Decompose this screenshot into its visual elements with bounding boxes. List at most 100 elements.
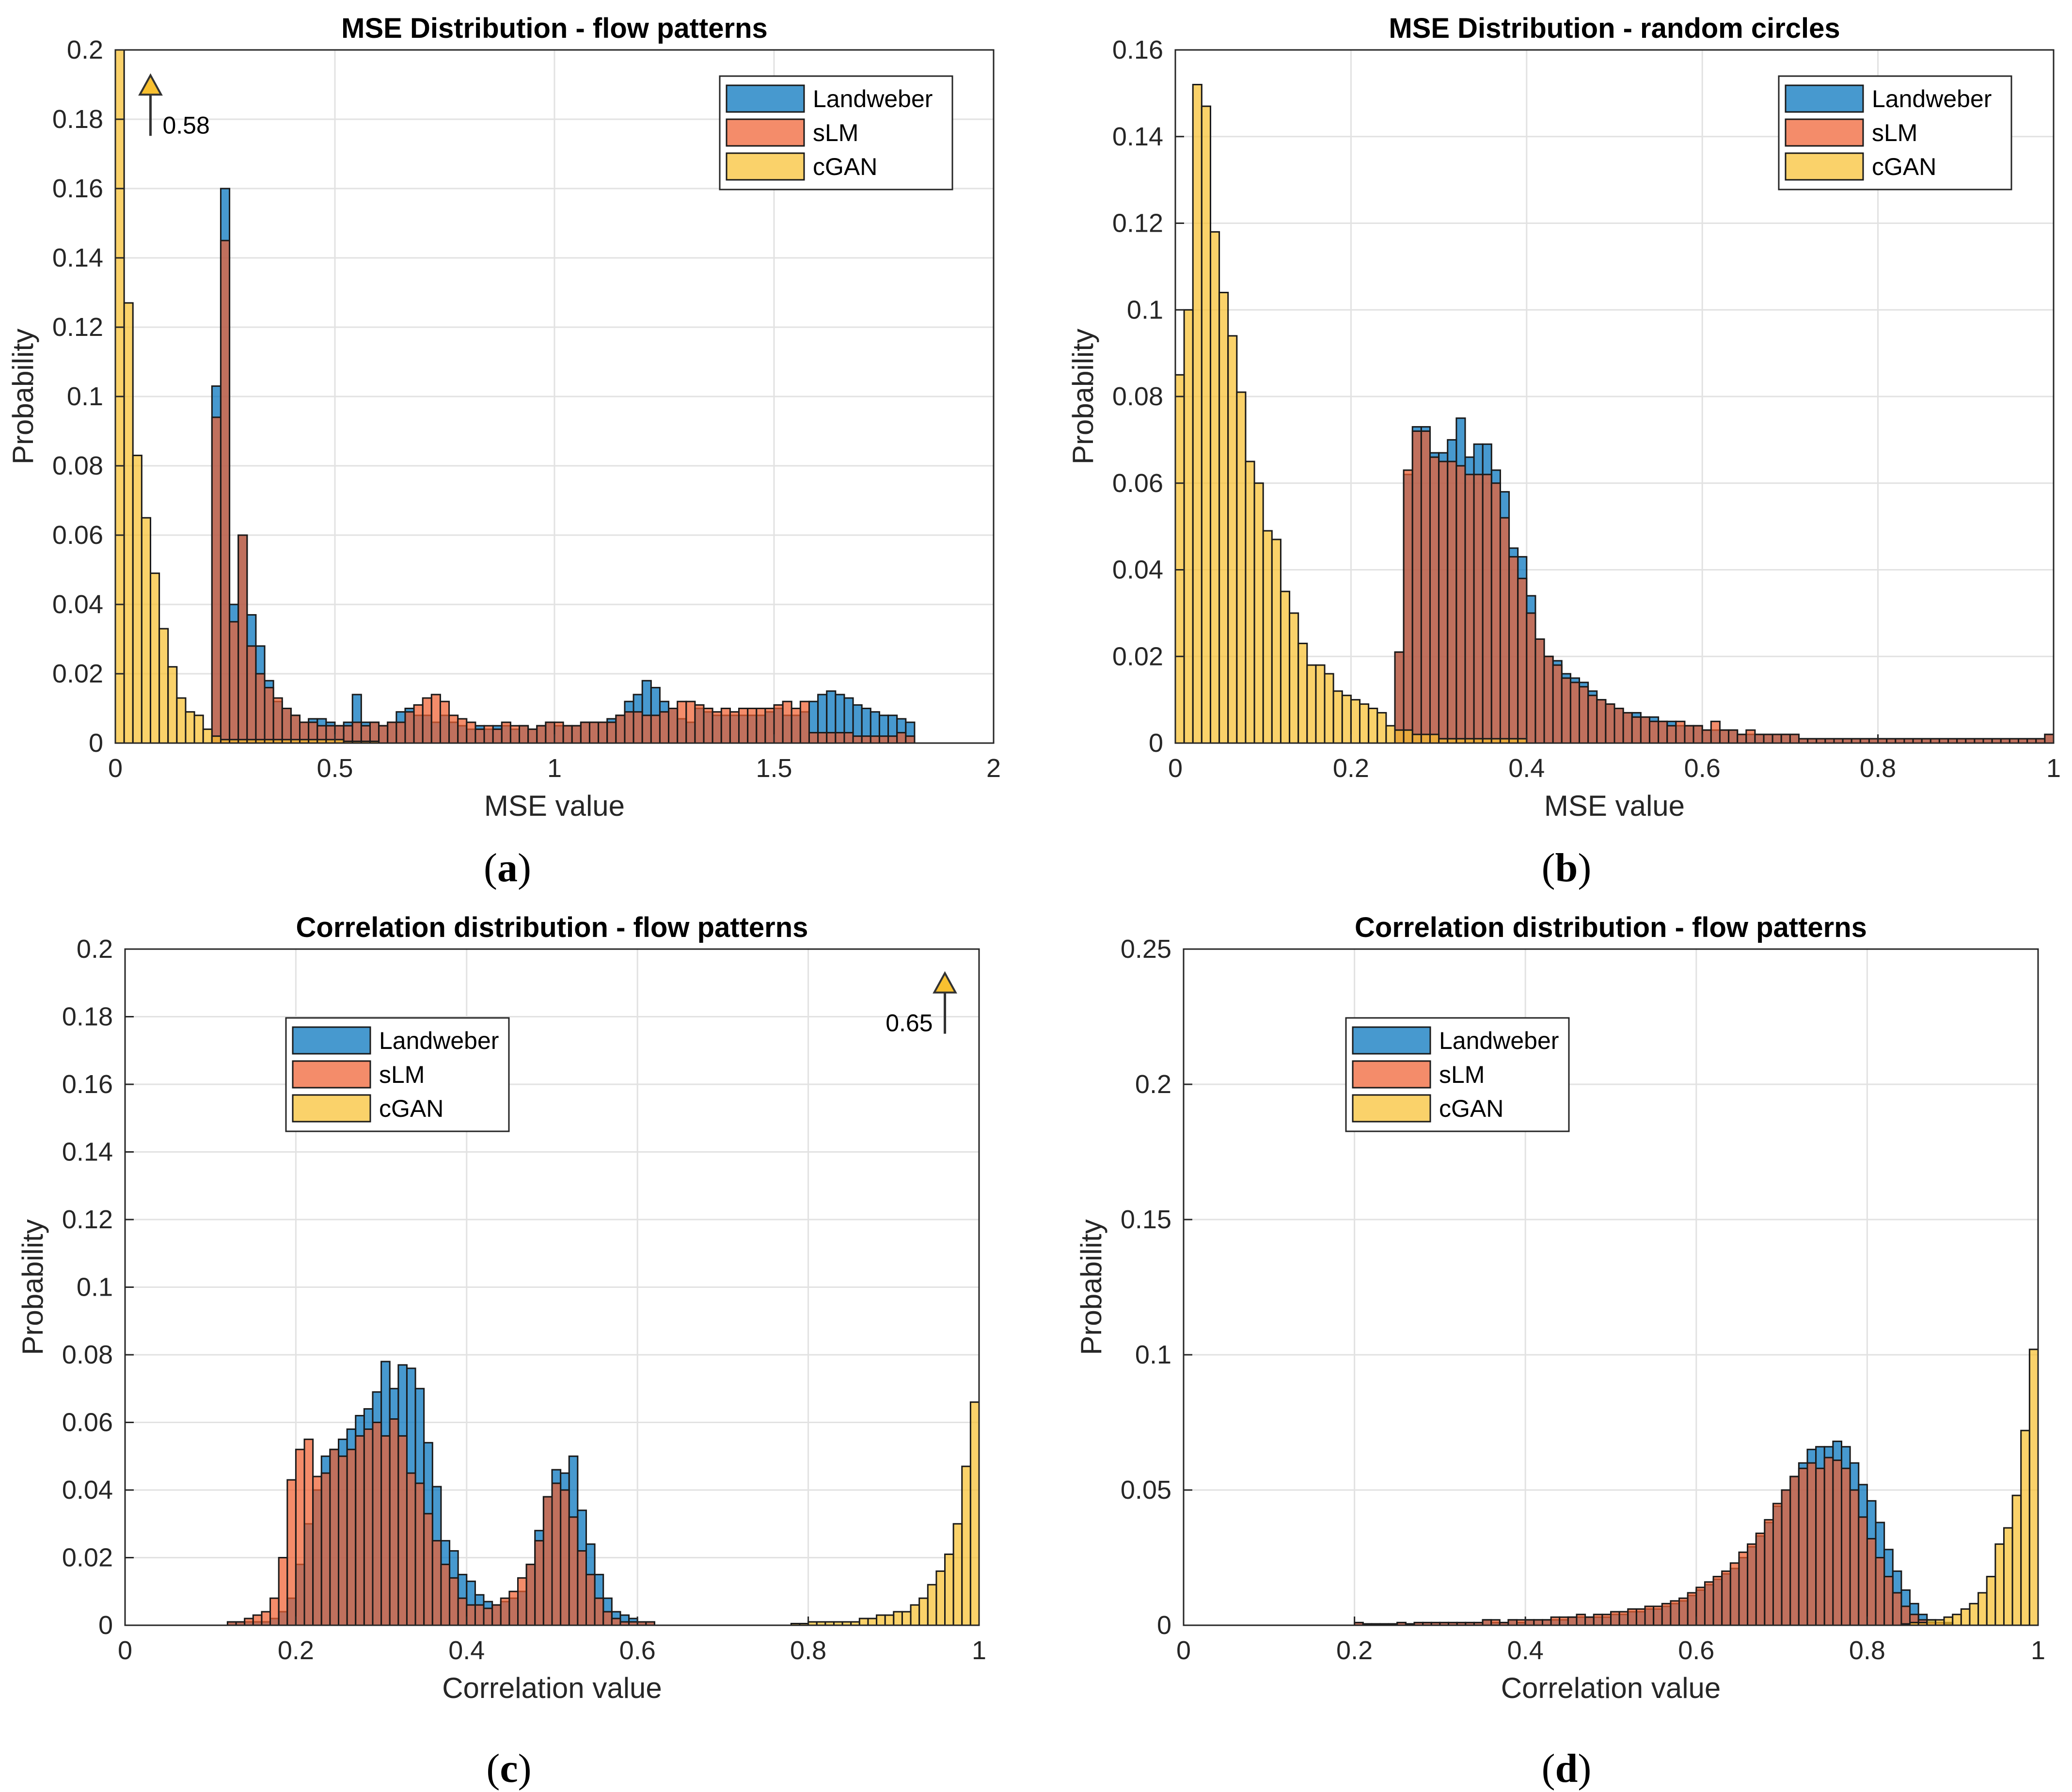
bar-slm [782, 700, 792, 744]
bar-slm [509, 725, 521, 744]
bar-slm [252, 1614, 263, 1626]
bar-slm [1640, 716, 1650, 744]
bar-cgan [935, 1570, 946, 1626]
bar-slm [406, 1472, 416, 1626]
y-tick-label: 0.2 [1135, 1070, 1171, 1099]
bar-slm [1622, 712, 1633, 744]
bar-cgan [1324, 673, 1334, 744]
x-tick-label: 0.6 [619, 1636, 656, 1665]
y-tick-label: 0.08 [62, 1340, 113, 1369]
annotation: 0.58 [138, 73, 210, 139]
bar-slm [295, 1448, 305, 1626]
bar-cgan [961, 1465, 971, 1626]
bar-cgan [193, 714, 204, 744]
y-tick-label: 0.2 [67, 35, 103, 64]
y-tick-label: 0.04 [62, 1475, 113, 1505]
bar-cgan [132, 455, 142, 744]
x-tick-label: 0 [1168, 754, 1183, 783]
bar-slm [1892, 1592, 1902, 1626]
bar-slm [712, 711, 722, 744]
bar-slm [896, 732, 907, 744]
bar-cgan [1341, 695, 1352, 744]
bar-cgan [1359, 703, 1370, 744]
legend-swatch-slm [292, 1060, 371, 1089]
bar-slm [1754, 733, 1765, 744]
bar-cgan [211, 735, 221, 744]
bar-slm [1687, 1592, 1697, 1626]
bar-cgan [901, 1611, 912, 1626]
bar-slm [1661, 1602, 1672, 1626]
bar-slm [1763, 733, 1773, 744]
bar-slm [1666, 725, 1677, 744]
bar-slm [278, 1557, 288, 1626]
bar-cgan [1385, 725, 1396, 744]
bar-slm [624, 711, 634, 744]
bar-slm [536, 725, 547, 744]
bar-slm [852, 735, 863, 744]
bar-slm [1524, 1619, 1535, 1626]
panel-label-d: (d) [1541, 1746, 1592, 1791]
bar-slm [1593, 1614, 1603, 1626]
bar-slm [1695, 1586, 1706, 1626]
bar-slm [527, 728, 538, 744]
bar-slm [791, 708, 801, 744]
y-tick-label: 0.18 [62, 1002, 113, 1031]
bar-cgan [1952, 1614, 1962, 1626]
axes-box [1183, 948, 2039, 1626]
legend-swatch-cgan [292, 1094, 371, 1123]
bar-slm [1684, 725, 1694, 744]
bar-slm [220, 239, 231, 744]
chart-title: MSE Distribution - flow patterns [341, 13, 768, 44]
legend-label-landweber: Landweber [813, 85, 933, 112]
bar-cgan [952, 1523, 963, 1626]
x-tick-label: 0.6 [1684, 754, 1721, 783]
bar-slm [1610, 1611, 1620, 1626]
bar-slm [1789, 733, 1800, 744]
bar-slm [389, 1418, 399, 1626]
y-tick-label: 0.18 [52, 105, 103, 134]
bar-cgan [1253, 482, 1264, 744]
panel-label-a: (a) [484, 845, 531, 890]
bar-slm [475, 728, 485, 744]
bar-slm [1526, 612, 1536, 744]
bar-slm [808, 732, 819, 744]
bar-slm [878, 735, 889, 744]
bar-slm [397, 1435, 408, 1626]
y-tick-label: 0.1 [1135, 1340, 1171, 1369]
bar-cgan [1403, 729, 1413, 744]
bar-slm [668, 708, 679, 744]
bar-slm [492, 728, 503, 744]
bar-slm [1883, 1576, 1894, 1626]
bar-slm [1745, 729, 1756, 744]
bar-slm [1815, 1467, 1825, 1626]
bar-cgan [927, 1584, 937, 1626]
legend-swatch-slm [1785, 118, 1864, 147]
bar-slm [1567, 1616, 1578, 1626]
bar-slm [659, 711, 670, 744]
bar-slm [1719, 729, 1730, 744]
bar-slm [237, 534, 248, 744]
y-tick-label: 0 [1149, 729, 1163, 758]
x-tick-label: 0.4 [1508, 754, 1545, 783]
bar-slm [703, 708, 713, 744]
legend-swatch-landweber [726, 84, 805, 113]
bar-cgan [2011, 1494, 2022, 1626]
bar-slm [594, 1597, 604, 1626]
legend: Landweber sLM cGAN [285, 1017, 510, 1132]
bar-slm [1701, 729, 1712, 744]
bar-slm [615, 714, 626, 744]
bar-slm [1849, 1489, 1860, 1626]
bar-slm [430, 694, 441, 744]
bar-cgan [176, 697, 187, 744]
bar-slm [211, 416, 221, 744]
bar-slm [588, 721, 600, 744]
bar-slm [1438, 460, 1449, 744]
legend: Landweber sLM cGAN [1778, 75, 2012, 190]
bar-cgan [1943, 1616, 1954, 1626]
bar-slm [1550, 1616, 1561, 1626]
bar-cgan [1183, 309, 1194, 744]
legend-label-landweber: Landweber [379, 1027, 499, 1054]
bar-slm [517, 1577, 527, 1626]
y-tick-label: 0.02 [1112, 642, 1163, 671]
bar-cgan [185, 711, 195, 744]
